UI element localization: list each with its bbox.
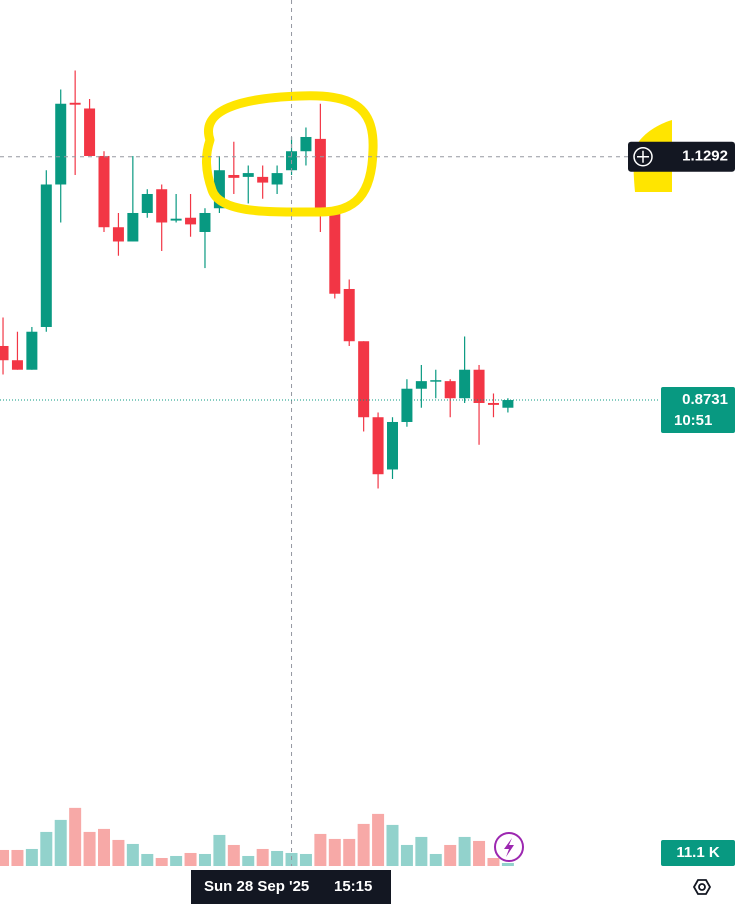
candle-body [459,369,471,399]
volume-bar [501,862,514,866]
candle-body [271,173,283,185]
candle-body [502,400,514,408]
volume-bar [141,853,154,866]
candle-body [11,360,23,370]
volume-bar [184,852,197,866]
volume-label: 11.1 K [676,844,720,861]
candle-body [112,227,124,242]
candle-body [0,345,9,361]
candle-body [185,217,197,225]
volume-bar [314,833,327,866]
volume-bar [126,843,139,866]
volume-bar [386,824,399,866]
volume-bar [343,838,356,866]
volume-bar [155,857,168,866]
candle-body [170,218,182,221]
volume-bar [487,857,500,866]
volume-pane [0,807,514,866]
candle-body [228,174,240,178]
last-price-box [661,387,735,434]
candle-body [473,369,485,403]
volume-bar [198,853,211,866]
candle-body [430,380,442,382]
volume-bar [69,807,82,866]
candle-body [84,108,96,156]
candles [0,70,514,489]
volume-bar [25,848,38,866]
volume-bar [112,839,125,866]
volume-bar [271,850,284,866]
candle-body [257,176,269,183]
volume-bar [54,819,67,866]
crosshair-date: Sun 28 Sep '25 [204,878,309,895]
volume-bar [372,813,385,866]
volume-bar [83,831,96,866]
candle-body [387,421,398,470]
volume-label-box [661,840,735,866]
volume-bar [299,853,312,866]
volume-bar [11,849,24,866]
volume-bar [98,828,110,866]
volume-bar [415,836,428,866]
candle-body [487,402,499,405]
countdown: 10:51 [674,412,712,429]
volume-bar [0,849,10,866]
candle-body [141,193,153,213]
candle-body [199,212,211,232]
volume-bar [227,844,240,866]
add-alert-icon[interactable] [633,146,653,167]
candle-body [444,381,456,399]
candle-body [329,212,341,294]
candle-body [415,381,427,389]
candle-body [98,155,110,228]
volume-bar [170,855,183,866]
volume-bar [40,831,53,866]
volume-bar [473,840,486,866]
candle-body [127,212,139,242]
candle-body [213,170,225,209]
volume-bar [357,823,370,866]
volume-bar [213,834,226,866]
candle-body [300,136,312,152]
candle-body [314,138,326,213]
volume-bar [256,848,269,866]
volume-bar [400,844,413,866]
candle-body [40,184,52,327]
candle-body [242,173,254,177]
volume-bar [328,838,341,866]
candle-body [69,102,81,105]
candle-body [372,417,384,475]
volume-bar [458,836,471,866]
volume-bar [444,844,457,866]
add-alert-plus [637,150,649,163]
last-price: 0.8731 [682,391,728,408]
crosshair-price-box [628,141,735,172]
settings-icon[interactable] [692,879,712,895]
lightning-icon[interactable] [494,832,524,862]
crosshair-time-box [191,870,391,904]
candle-body [358,341,370,418]
crosshair-time: 15:15 [334,878,372,895]
crosshair-price: 1.1292 [682,148,728,165]
candle-body [55,103,67,185]
candle-body [343,288,355,342]
highlight-circle [202,91,378,217]
candle-body [401,388,413,422]
candle-body [156,189,168,223]
candle-body [26,331,38,370]
volume-bar [242,855,255,866]
volume-bar [429,853,442,866]
